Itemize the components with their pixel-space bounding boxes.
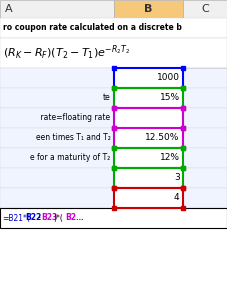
Bar	[0, 128, 113, 148]
Text: 3: 3	[173, 173, 179, 182]
Bar	[0, 68, 113, 88]
Text: ro coupon rate calculated on a discrete b: ro coupon rate calculated on a discrete …	[3, 23, 181, 32]
Text: -: -	[37, 214, 40, 223]
Bar	[113, 128, 182, 148]
Bar	[0, 148, 113, 168]
Bar	[113, 88, 182, 108]
Bar	[0, 0, 113, 18]
Bar	[113, 108, 182, 128]
Bar	[113, 148, 182, 168]
Bar	[182, 168, 226, 188]
Text: B: B	[143, 4, 152, 14]
Text: C: C	[200, 4, 208, 14]
Text: 12.50%: 12.50%	[145, 134, 179, 142]
Text: =B21*(: =B21*(	[2, 214, 30, 223]
Text: B22: B22	[26, 214, 42, 223]
Bar	[113, 0, 182, 18]
Bar	[182, 88, 226, 108]
Text: een times T₁ and T₂: een times T₁ and T₂	[35, 134, 110, 142]
Bar	[0, 168, 113, 188]
Bar	[182, 148, 226, 168]
Bar	[113, 168, 182, 188]
Bar	[113, 68, 182, 88]
Bar	[113, 188, 182, 208]
Text: B2…: B2…	[65, 214, 83, 223]
Text: 4: 4	[173, 194, 179, 202]
Text: e for a maturity of T₂: e for a maturity of T₂	[30, 154, 110, 163]
Text: 12%: 12%	[159, 154, 179, 163]
Bar	[0, 88, 113, 108]
Bar	[182, 128, 226, 148]
Bar	[0, 18, 226, 38]
Bar	[182, 68, 226, 88]
Text: B23: B23	[41, 214, 57, 223]
Text: 1000: 1000	[156, 74, 179, 82]
Bar	[0, 108, 113, 128]
Text: A: A	[5, 4, 13, 14]
Text: )*(: )*(	[53, 214, 63, 223]
Bar	[182, 188, 226, 208]
Text: rate=floating rate: rate=floating rate	[38, 113, 110, 122]
Bar	[0, 208, 226, 228]
Bar	[0, 38, 226, 68]
Bar	[182, 108, 226, 128]
Text: $(R_K - R_F)(T_2 - T_1)e^{-R_2T_2}$: $(R_K - R_F)(T_2 - T_1)e^{-R_2T_2}$	[3, 44, 129, 62]
Bar	[0, 188, 113, 208]
Text: te: te	[102, 94, 110, 103]
Bar	[182, 0, 226, 18]
Text: 15%: 15%	[159, 94, 179, 103]
